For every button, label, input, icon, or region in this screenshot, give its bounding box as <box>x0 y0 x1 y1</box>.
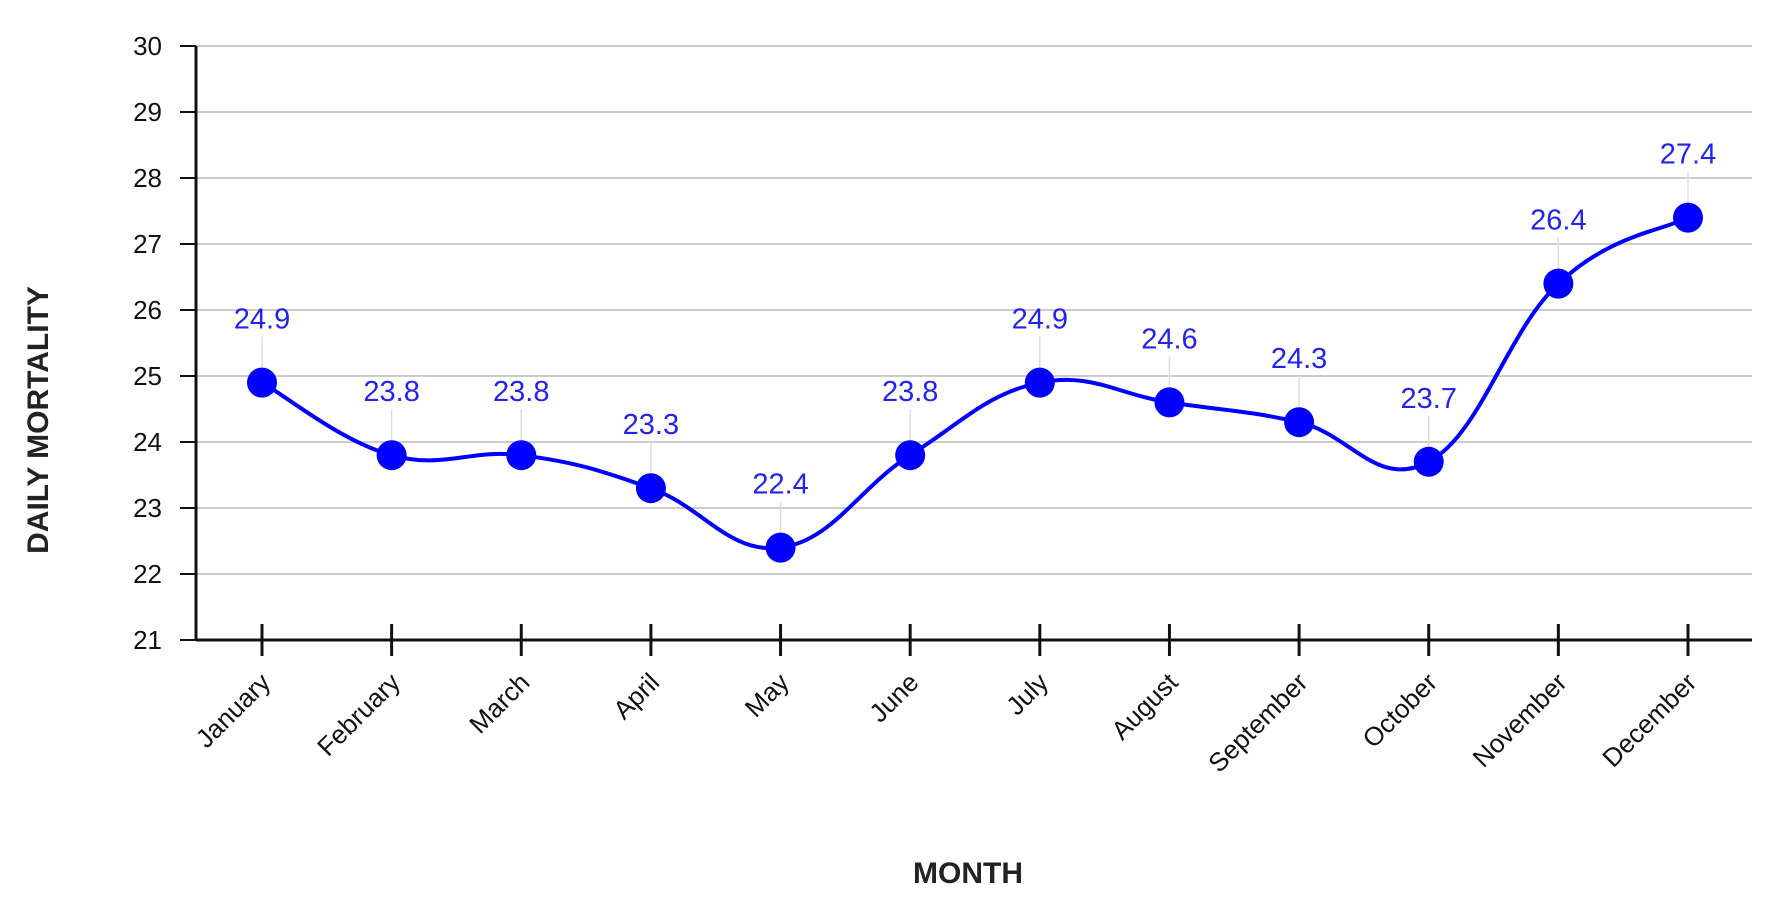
y-tick-label: 24 <box>133 427 162 457</box>
data-labels: 24.9 23.8 23.8 23.3 22.4 23.8 24.9 24.6 24.3 23.7… <box>234 139 1716 501</box>
y-tick-label: 29 <box>133 97 162 127</box>
y-tick-label: 25 <box>133 361 162 391</box>
x-tick-label: September <box>1202 667 1313 778</box>
x-tick-label: November <box>1467 667 1573 773</box>
data-point <box>1543 268 1574 299</box>
x-tick-label: April <box>607 667 665 725</box>
y-tick-label: 28 <box>133 163 162 193</box>
x-tick-label: March <box>463 667 535 739</box>
data-points <box>247 202 1703 563</box>
gridlines <box>196 45 1752 575</box>
data-label: 24.9 <box>1012 304 1068 336</box>
label-leaders <box>261 171 1689 534</box>
x-axis-ticks: January February March April May June July Augu… <box>190 624 1702 778</box>
x-tick-label: February <box>311 667 406 762</box>
data-point <box>376 440 407 471</box>
data-point <box>1154 387 1185 418</box>
x-tick-label: December <box>1596 667 1702 773</box>
x-axis-title: MONTH <box>913 857 1023 890</box>
data-label: 24.3 <box>1271 343 1327 375</box>
data-label: 23.7 <box>1401 383 1457 415</box>
data-label: 22.4 <box>752 469 808 501</box>
y-tick-label: 22 <box>133 559 162 589</box>
y-tick-label: 21 <box>133 625 162 655</box>
data-point <box>1284 407 1315 438</box>
data-label: 24.6 <box>1141 323 1197 355</box>
y-tick-label: 30 <box>133 31 162 61</box>
y-tick-label: 27 <box>133 229 162 259</box>
data-label: 24.9 <box>234 304 290 336</box>
data-point <box>1413 446 1444 477</box>
x-tick-label: June <box>863 667 924 728</box>
x-tick-label: January <box>190 667 277 754</box>
y-tick-label: 23 <box>133 493 162 523</box>
data-label: 23.8 <box>493 376 549 408</box>
y-tick-label: 26 <box>133 295 162 325</box>
data-point <box>1673 202 1703 233</box>
data-point <box>506 440 537 471</box>
data-label: 27.4 <box>1660 139 1716 171</box>
x-tick-label: May <box>739 667 795 723</box>
x-tick-label: July <box>1000 667 1054 721</box>
x-tick-label: August <box>1105 666 1184 745</box>
data-label: 23.3 <box>623 409 679 441</box>
data-label: 26.4 <box>1530 205 1586 237</box>
y-axis-title: DAILY MORTALITY <box>22 286 55 554</box>
data-point <box>765 532 796 563</box>
data-label: 23.8 <box>882 376 938 408</box>
y-axis-ticks: 21 22 23 24 25 26 27 28 29 30 <box>133 31 196 655</box>
data-point <box>1024 367 1055 398</box>
series-line <box>260 215 1690 551</box>
data-point <box>895 440 926 471</box>
data-point <box>247 367 277 398</box>
axes <box>194 46 1752 642</box>
data-point <box>635 473 666 504</box>
data-label: 23.8 <box>363 376 419 408</box>
x-tick-label: October <box>1356 667 1443 754</box>
